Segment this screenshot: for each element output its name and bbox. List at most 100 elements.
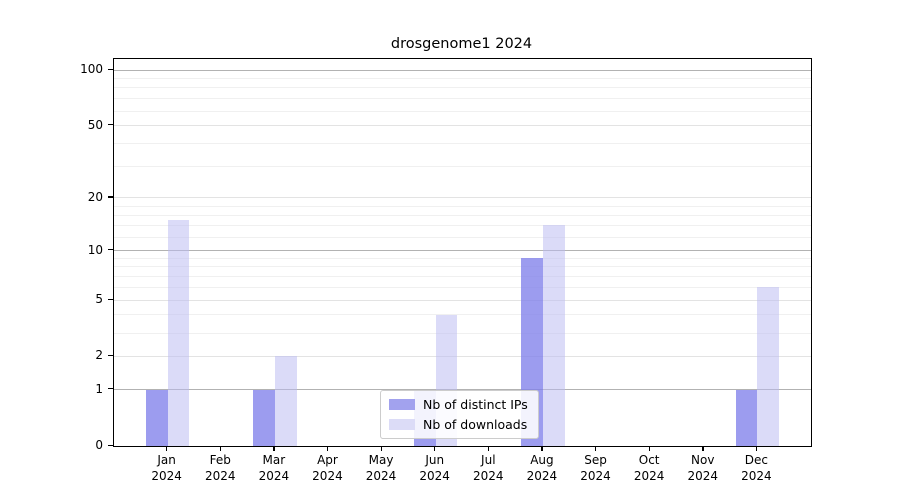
bar-downloads [167,220,190,446]
minor-gridline [114,110,811,112]
major-gridline [114,299,811,301]
y-tick-label: 100 [80,62,103,76]
minor-gridline [114,266,811,268]
x-tick-month: Apr [317,453,338,467]
major-gridline [114,355,811,357]
x-tick-mark [541,446,543,451]
y-tick-mark [108,68,113,70]
x-tick-month: Sep [584,453,607,467]
legend-label-distinct-ips: Nb of distinct IPs [423,397,528,412]
x-tick-label: Jun 2024 [403,452,467,484]
x-tick-mark [273,446,275,451]
x-tick-label: Feb 2024 [188,452,252,484]
minor-gridline [114,314,811,316]
x-tick-label: Mar 2024 [242,452,306,484]
y-tick-label: 1 [95,381,103,396]
x-tick-label: May 2024 [349,452,413,484]
x-tick-year: 2024 [365,469,397,483]
legend: Nb of distinct IPs Nb of downloads [380,390,539,439]
major-gridline [114,197,811,199]
x-tick-label: Oct 2024 [617,452,681,484]
x-tick-year: 2024 [473,469,504,483]
x-tick-month: Nov [691,453,715,467]
y-tick-mark [108,298,113,300]
minor-gridline [114,165,811,167]
x-tick-label: Dec 2024 [724,452,788,484]
x-tick-year: 2024 [526,469,558,483]
x-tick-month: Feb [209,453,231,467]
legend-item-downloads: Nb of downloads [389,417,528,432]
x-tick-year: 2024 [204,469,236,483]
x-tick-mark [380,446,382,451]
y-tick-mark [108,354,113,357]
y-tick-mark [108,388,113,390]
minor-gridline [114,286,811,288]
x-tick-mark [487,446,490,451]
x-tick-mark [755,446,758,451]
x-tick-year: 2024 [419,469,450,483]
minor-gridline [114,87,811,89]
x-tick-month: Dec [744,453,768,467]
x-tick-month: Jun [425,453,445,467]
x-tick-month: Oct [638,453,660,467]
x-tick-label: Jul 2024 [456,452,520,484]
bar-distinct-ips [735,389,758,446]
x-tick-mark [166,446,168,451]
x-tick-label: Jan 2024 [135,452,199,484]
x-tick-month: Aug [530,453,554,467]
x-tick-label: Nov 2024 [671,452,735,484]
plot-area [113,58,812,447]
y-tick-mark [108,124,113,126]
x-tick-mark [434,446,436,451]
x-tick-mark [648,446,650,451]
major-gridline [114,125,811,127]
chart-title: drosgenome1 2024 [390,36,533,52]
y-tick-label: 50 [87,117,103,132]
y-tick-label: 5 [95,292,103,307]
bar-downloads [542,225,565,446]
minor-gridline [114,98,811,100]
minor-gridline [114,224,811,226]
x-tick-year: 2024 [312,469,343,483]
legend-swatch-distinct-ips [389,399,415,410]
x-tick-month: May [368,453,394,467]
y-tick-label: 10 [87,242,103,257]
x-tick-label: Sep 2024 [564,452,628,484]
x-tick-year: 2024 [633,469,665,483]
x-tick-month: Jan [157,453,176,467]
minor-gridline [114,142,811,144]
x-tick-mark [326,446,329,451]
x-tick-label: Aug 2024 [510,452,574,484]
x-tick-year: 2024 [151,469,182,483]
minor-gridline [114,332,811,334]
bar-distinct-ips [253,389,275,446]
x-tick-month: Jul [481,453,496,467]
legend-label-downloads: Nb of downloads [423,417,528,432]
decade-gridline [114,250,811,252]
decade-gridline [114,389,811,391]
minor-gridline [114,77,811,79]
y-tick-mark [108,249,113,251]
legend-swatch-downloads [389,419,415,430]
x-tick-mark [595,446,597,451]
bar-distinct-ips [145,389,168,446]
y-tick-label: 0 [95,438,103,452]
minor-gridline [114,214,811,216]
bar-downloads [274,356,297,446]
x-tick-mark [702,446,704,451]
minor-gridline [114,257,811,259]
minor-gridline [114,205,811,207]
x-tick-label: Apr 2024 [295,452,359,484]
x-tick-year: 2024 [580,469,611,483]
y-tick-label: 2 [95,348,103,363]
x-tick-year: 2024 [258,469,290,483]
y-tick-mark [108,196,113,198]
x-tick-year: 2024 [687,469,719,483]
y-tick-mark [108,444,113,446]
x-tick-year: 2024 [741,469,772,483]
x-tick-month: Mar [262,453,286,467]
y-tick-label: 20 [87,189,103,204]
bar-downloads [757,287,780,446]
x-tick-mark [219,446,222,451]
